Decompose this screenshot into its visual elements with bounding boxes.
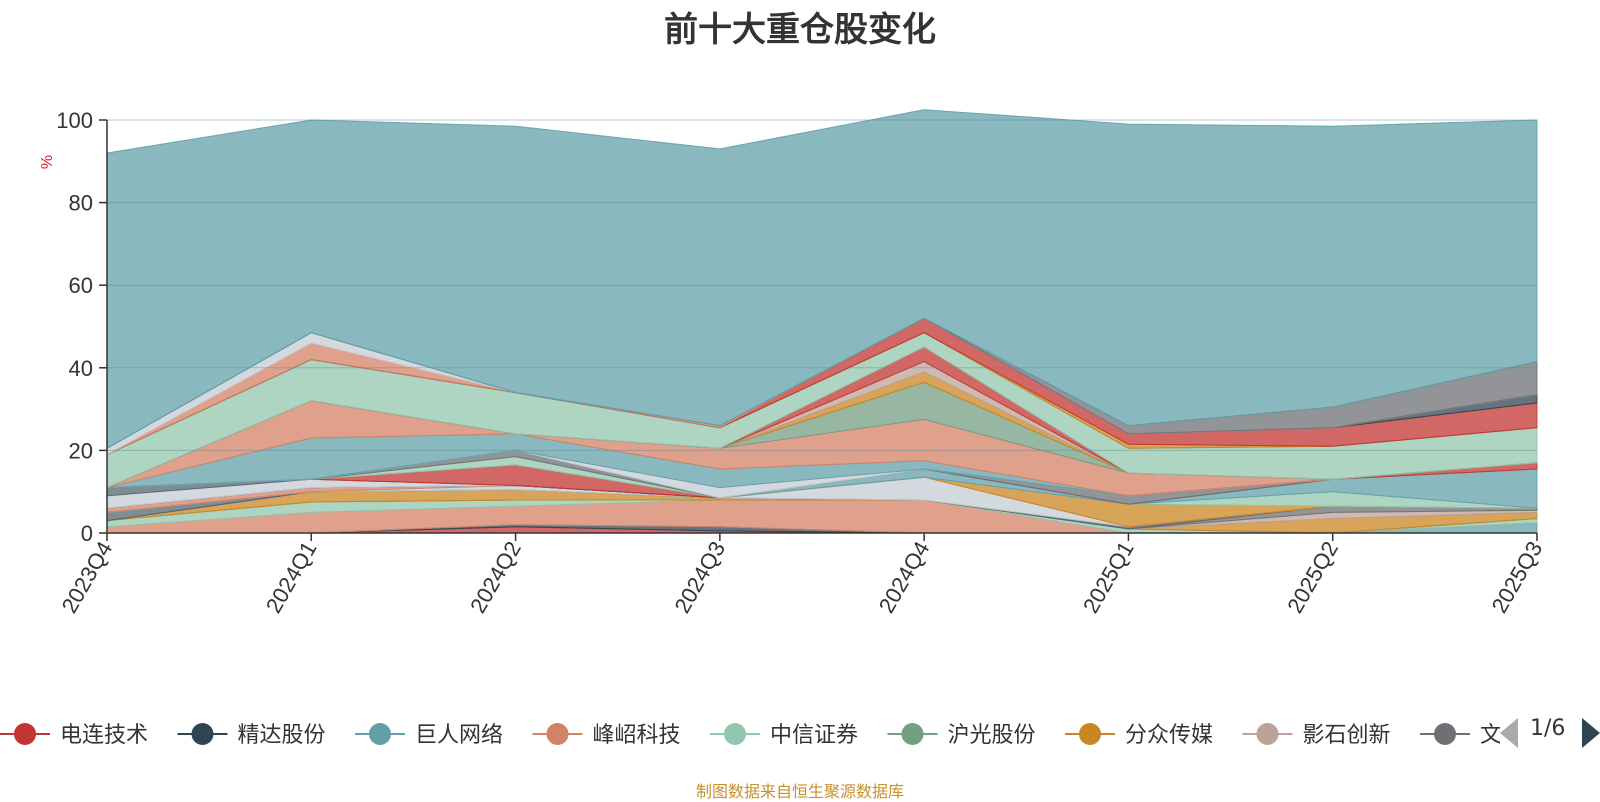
legend-marker [901,723,924,745]
x-tick-label: 2023Q4 [57,537,118,617]
legend-marker [1434,723,1456,745]
grid-lines [107,119,1537,451]
legend[interactable]: 电连技术精达股份巨人网络峰岹科技中信证券沪光股份分众传媒影石创新文章股份 [0,723,1568,748]
data-source-note: 制图数据来自恒生聚源数据库 [695,782,904,801]
legend-item[interactable]: 沪光股份 [887,723,1036,748]
y-tick-label: 100 [56,108,93,133]
y-axis-unit-label: % [39,155,56,169]
legend-label: 沪光股份 [948,723,1036,748]
y-tick-label: 40 [69,356,93,381]
legend-item[interactable]: 巨人网络 [355,723,503,748]
legend-item[interactable]: 峰岹科技 [532,723,681,748]
legend-next-arrow-icon[interactable] [1582,718,1600,748]
legend-marker [369,723,391,745]
area-series[interactable] [106,109,1538,534]
y-tick-label: 20 [69,438,93,463]
legend-label: 精达股份 [238,723,326,748]
legend-label: 电连技术 [60,723,148,748]
legend-label: 峰岹科技 [593,723,681,748]
legend-marker [14,723,36,745]
legend-item[interactable]: 中信证券 [710,723,858,748]
legend-pager[interactable]: 1/6 [1500,716,1600,752]
legend-item[interactable]: 分众传媒 [1065,723,1213,748]
legend-label: 巨人网络 [415,723,503,748]
chart-title: 前十大重仓股变化 [664,10,936,50]
legend-marker [1079,723,1101,745]
legend-item[interactable]: 影石创新 [1242,723,1391,748]
legend-marker [724,723,746,745]
legend-marker [191,723,214,745]
x-tick-label: 2024Q4 [874,537,935,617]
x-tick-label: 2024Q1 [261,537,322,617]
legend-label: 影石创新 [1303,723,1391,748]
x-tick-label: 2025Q1 [1078,537,1139,617]
legend-item[interactable]: 电连技术 [0,723,148,748]
legend-prev-arrow-icon[interactable] [1500,718,1518,748]
area-series-38[interactable] [106,109,1538,450]
legend-marker [1256,723,1279,745]
legend-marker [546,723,569,745]
legend-label: 中信证券 [770,723,858,748]
x-tick-label: 2024Q2 [465,537,526,617]
legend-label: 分众传媒 [1125,723,1213,748]
y-tick-label: 80 [69,191,93,216]
x-tick-label: 2024Q3 [669,537,730,617]
x-tick-label: 2025Q3 [1487,537,1548,617]
x-tick-label: 2025Q2 [1282,537,1343,617]
legend-page-indicator: 1/6 [1530,716,1566,741]
legend-item[interactable]: 精达股份 [177,723,326,748]
y-tick-label: 60 [69,273,93,298]
y-tick-label: 0 [81,521,93,546]
